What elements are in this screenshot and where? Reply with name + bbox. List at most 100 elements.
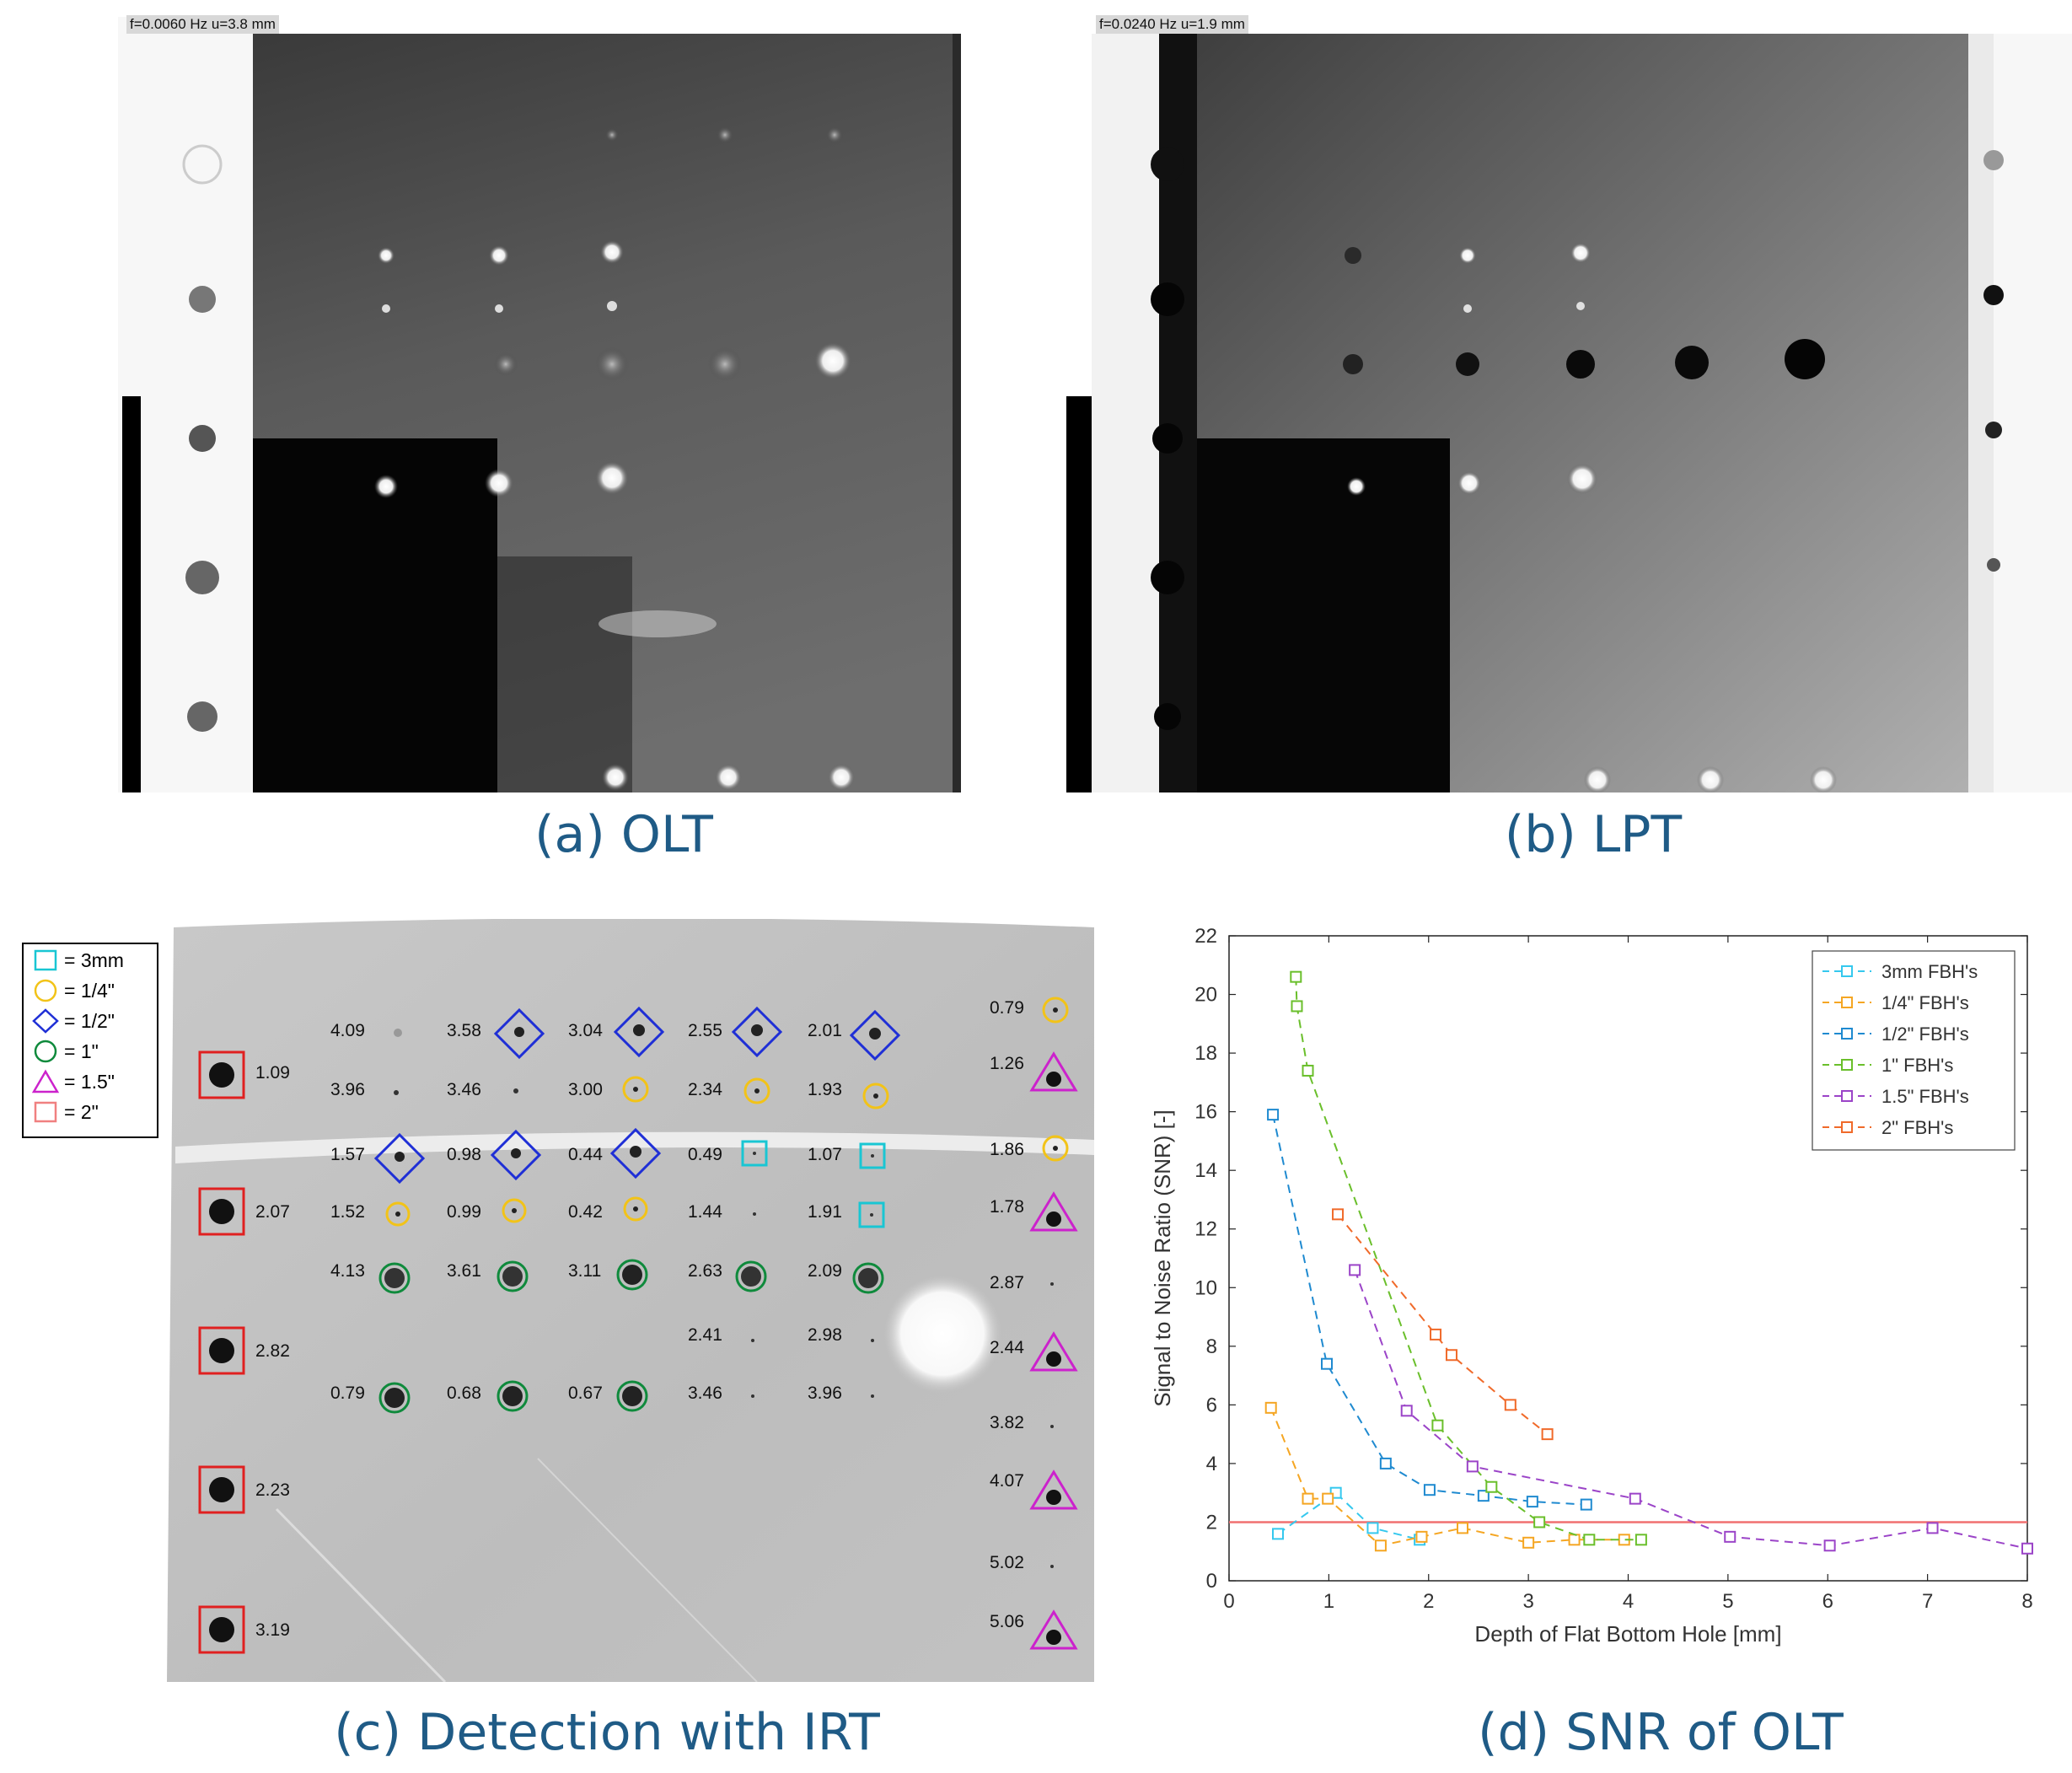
irt-legend: = 3mm = 1/4" = 1/2" = 1" = 1.5" = 2" (22, 943, 158, 1138)
legend-triangle-icon (32, 1069, 60, 1093)
depth-label: 3.04 (568, 1021, 603, 1040)
marker-one-inch (616, 1380, 648, 1412)
marker-half-inch (490, 1129, 542, 1181)
marker-quarter-inch (1042, 1135, 1069, 1162)
marker-dot (1050, 1425, 1054, 1428)
marker-dot (1050, 1565, 1054, 1568)
legend-label: 1" FBH's (1881, 1055, 1953, 1076)
data-point (1374, 1539, 1387, 1552)
depth-label: 1.91 (808, 1202, 842, 1222)
depth-label: 2.82 (255, 1341, 290, 1361)
x-axis-label: Depth of Flat Bottom Hole [mm] (1474, 1621, 1781, 1647)
marker-one-half-inch (1029, 1469, 1078, 1510)
depth-label: 3.19 (255, 1620, 290, 1640)
x-tick-label: 1 (1323, 1590, 1334, 1613)
data-point (1423, 1484, 1436, 1496)
marker-one-half-inch (1029, 1609, 1078, 1650)
data-point (1291, 1000, 1303, 1013)
data-point (1526, 1496, 1538, 1508)
marker-2in (198, 1605, 245, 1654)
legend-label: 2" FBH's (1881, 1117, 1953, 1138)
depth-label: 2.07 (255, 1202, 290, 1222)
marker-half-inch (849, 1009, 901, 1061)
legend-label: = 1" (64, 1040, 99, 1062)
depth-label: 2.98 (808, 1325, 842, 1345)
y-tick-label: 18 (1194, 1042, 1217, 1065)
legend-square-icon (34, 949, 57, 971)
marker-quarter-inch (862, 1083, 889, 1109)
depth-label: 4.07 (990, 1471, 1024, 1491)
depth-label: 2.41 (688, 1325, 722, 1345)
depth-label: 2.09 (808, 1261, 842, 1281)
marker-3mm (753, 1212, 756, 1216)
y-tick-label: 10 (1194, 1276, 1217, 1299)
legend-label: = 2" (64, 1100, 99, 1123)
x-tick-label: 8 (2021, 1590, 2032, 1613)
data-point (1332, 1208, 1345, 1221)
marker-one-inch (852, 1262, 884, 1294)
marker-dot (751, 1394, 754, 1398)
depth-label: 0.79 (330, 1383, 365, 1403)
depth-label: 3.11 (568, 1261, 602, 1281)
marker-one-half-inch (1029, 1331, 1078, 1372)
depth-label: 3.96 (330, 1080, 365, 1099)
x-tick-label: 6 (1822, 1590, 1833, 1613)
depth-label: 3.58 (447, 1021, 481, 1040)
marker-quarter-inch (502, 1198, 527, 1223)
depth-label: 1.93 (808, 1080, 842, 1099)
y-tick-label: 12 (1194, 1218, 1217, 1241)
olt-overlay-label: f=0.0060 Hz u=3.8 mm (126, 15, 279, 34)
depth-label: 3.96 (808, 1383, 842, 1403)
depth-label: 4.09 (330, 1021, 365, 1040)
depth-label: 2.01 (808, 1021, 842, 1040)
data-point (1302, 1064, 1314, 1077)
legend-label: = 1.5" (64, 1070, 115, 1093)
depth-label: 0.67 (568, 1383, 603, 1403)
marker-half-inch (493, 1007, 545, 1060)
legend-diamond-icon (32, 1008, 59, 1034)
data-point (1379, 1457, 1392, 1469)
marker-half-inch (613, 1006, 665, 1058)
legend-square-icon (34, 1101, 57, 1123)
depth-label: 1.26 (990, 1054, 1024, 1073)
depth-label: 2.34 (688, 1080, 722, 1099)
data-point (1522, 1536, 1535, 1549)
depth-label: 1.57 (330, 1145, 365, 1164)
marker-2in (198, 1187, 245, 1236)
data-point (1366, 1522, 1379, 1534)
data-point (1264, 1401, 1277, 1414)
marker-half-inch (394, 1029, 402, 1037)
legend-item-quarter-inch: = 1/4" (32, 978, 115, 1003)
depth-label: 0.99 (447, 1202, 481, 1222)
depth-label: 0.79 (990, 998, 1024, 1018)
marker-3mm (859, 1142, 886, 1169)
legend-marker (1841, 997, 1853, 1008)
x-tick-label: 0 (1223, 1590, 1234, 1613)
y-tick-label: 0 (1206, 1570, 1217, 1593)
caption-a: (a) OLT (534, 805, 713, 864)
marker-quarter-inch (1042, 997, 1069, 1024)
depth-label: 1.09 (255, 1063, 290, 1083)
legend-circle-icon (34, 979, 57, 1002)
x-tick-label: 2 (1423, 1590, 1434, 1613)
legend-item-one-inch: = 1" (32, 1039, 99, 1064)
data-point (1533, 1516, 1546, 1529)
data-point (1400, 1405, 1413, 1417)
data-point (1431, 1419, 1444, 1432)
depth-label: 2.23 (255, 1480, 290, 1500)
caption-b: (b) LPT (1504, 805, 1683, 864)
data-point (1456, 1522, 1468, 1534)
depth-label: 3.46 (447, 1080, 481, 1099)
olt-thermogram (118, 17, 961, 792)
depth-label: 4.13 (330, 1261, 365, 1281)
depth-label: 1.07 (808, 1145, 842, 1164)
data-point (1466, 1460, 1479, 1473)
depth-label: 0.98 (447, 1145, 481, 1164)
y-tick-label: 16 (1194, 1101, 1217, 1124)
marker-half-inch (373, 1132, 426, 1185)
series-line (1354, 1270, 2028, 1550)
data-point (1724, 1530, 1737, 1543)
marker-2in (198, 1050, 245, 1099)
